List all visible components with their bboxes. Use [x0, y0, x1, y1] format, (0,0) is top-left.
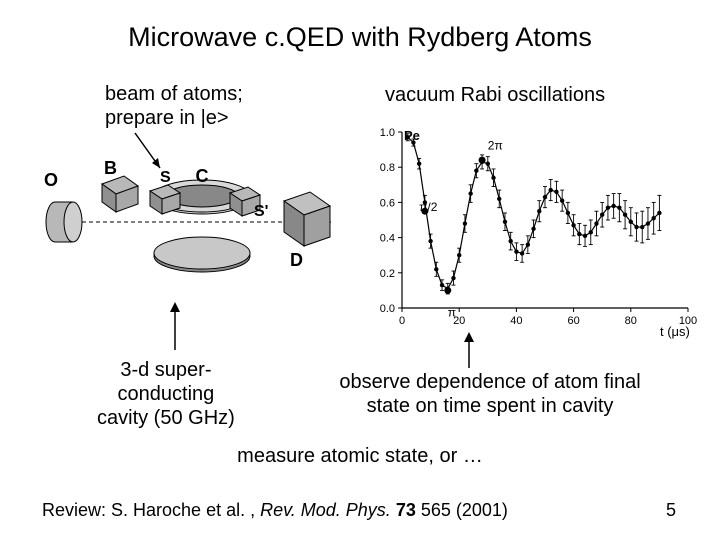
super-l1: 3-d super-	[120, 359, 211, 381]
beam-label: beam of atoms; prepare in |e>	[105, 82, 243, 130]
oven-icon: O	[44, 170, 82, 242]
review-ital: Rev. Mod. Phys.	[260, 500, 396, 520]
observe-l2: state on time spent in cavity	[367, 395, 614, 417]
svg-text:0.8: 0.8	[380, 162, 395, 174]
svg-text:1.0: 1.0	[380, 127, 395, 139]
super-l2: conducting	[118, 383, 215, 405]
review-bold: 73	[396, 500, 416, 520]
svg-text:S': S'	[254, 203, 268, 220]
beam-l2: prepare in |e>	[105, 107, 229, 129]
observe-l1: observe dependence of atom final	[339, 371, 640, 393]
super-l3: cavity (50 GHz)	[97, 407, 235, 429]
box-sp-icon: S'	[230, 187, 268, 220]
svg-text:0.6: 0.6	[380, 197, 395, 209]
detector-icon: D	[284, 192, 330, 270]
svg-text:0.0: 0.0	[380, 303, 395, 315]
arrow-cavity-icon	[165, 300, 185, 355]
review-pre: Review: S. Haroche et al. ,	[42, 500, 260, 520]
svg-text:2π: 2π	[488, 139, 503, 153]
svg-text:60: 60	[567, 315, 579, 327]
svg-text:0.2: 0.2	[380, 268, 395, 280]
svg-text:0: 0	[399, 315, 405, 327]
svg-text:D: D	[290, 250, 303, 270]
svg-text:C: C	[196, 166, 209, 186]
super-label: 3-d super- conducting cavity (50 GHz)	[97, 358, 235, 430]
arrow-chart-icon	[459, 330, 479, 372]
rabi-label: vacuum Rabi oscillations	[385, 84, 605, 107]
observe-label: observe dependence of atom final state o…	[295, 370, 685, 418]
svg-text:0.4: 0.4	[380, 233, 395, 245]
rabi-chart: 0204060801000.00.20.40.60.81.0Pet (μs)π/…	[360, 120, 700, 340]
beam-l1: beam of atoms;	[105, 83, 243, 105]
svg-text:B: B	[104, 158, 117, 178]
slide-number: 5	[666, 500, 676, 521]
arrow-beam-icon	[130, 128, 170, 178]
svg-text:t (μs): t (μs)	[660, 324, 690, 339]
svg-text:80: 80	[625, 315, 637, 327]
slide-title: Microwave c.QED with Rydberg Atoms	[0, 0, 720, 53]
review-post: 565 (2001)	[416, 500, 508, 520]
svg-text:40: 40	[510, 315, 522, 327]
svg-text:π: π	[448, 305, 456, 319]
svg-text:O: O	[44, 170, 58, 190]
measure-label: measure atomic state, or …	[0, 445, 720, 468]
review-citation: Review: S. Haroche et al. , Rev. Mod. Ph…	[42, 500, 508, 521]
apparatus-diagram: O B C S S' D	[32, 156, 342, 341]
